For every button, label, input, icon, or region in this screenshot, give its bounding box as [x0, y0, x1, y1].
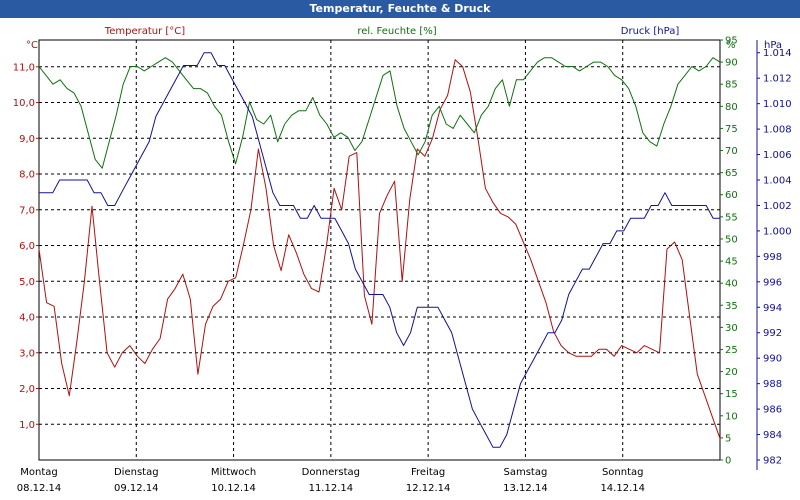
pressure-unit-label: hPa	[764, 40, 782, 51]
humidity-tick-label: 65	[725, 168, 738, 179]
temperature-axis: 1,0 2,0 3,0 4,0 5,0 6,0 7,0 8,0 9,0 10,0 11,0	[13, 62, 39, 431]
humidity-tick-label: 90	[725, 58, 738, 69]
humidity-tick-label: 45	[725, 257, 738, 268]
pressure-tick-label: 984	[763, 430, 782, 441]
humidity-tick-label: 60	[725, 190, 738, 201]
pressure-tick-label: 990	[763, 354, 782, 365]
humidity-tick-label: 10	[725, 411, 738, 422]
x-day-label: Dienstag	[114, 467, 159, 478]
x-date-label: 12.12.14	[406, 483, 451, 494]
pressure-tick-label: 982	[763, 456, 782, 467]
x-date-label: 09.12.14	[114, 483, 159, 494]
pressure-tick-label: 1.004	[763, 176, 792, 187]
legend-pressure: Druck [hPa]	[621, 26, 680, 37]
temperature-tick-label: 10,0	[13, 98, 35, 109]
x-date-label: 13.12.14	[503, 483, 548, 494]
temperature-tick-label: 2,0	[19, 384, 35, 395]
temperature-tick-label: 11,0	[13, 62, 35, 73]
humidity-tick-label: 55	[725, 212, 738, 223]
weather-chart: 1,0 2,0 3,0 4,0 5,0 6,0 7,0 8,0 9,0 10,0 11,0 0 5 10…	[13, 26, 792, 494]
pressure-tick-label: 998	[763, 252, 782, 263]
pressure-tick-label: 1.006	[763, 150, 792, 161]
x-date-label: 14.12.14	[600, 483, 645, 494]
pressure-tick-label: 988	[763, 379, 782, 390]
temperature-tick-label: 3,0	[19, 348, 35, 359]
x-day-label: Montag	[20, 467, 57, 478]
legend-temperature: Temperatur [°C]	[104, 26, 185, 37]
x-day-label: Freitag	[411, 467, 445, 478]
x-date-label: 10.12.14	[211, 483, 256, 494]
humidity-axis: 0 5 10 15 20 25 30 35 40 45 50 55 60 65 70 75 80 85 90 95	[720, 36, 738, 467]
temperature-tick-label: 5,0	[19, 277, 35, 288]
humidity-tick-label: 85	[725, 80, 738, 91]
x-date-label: 11.12.14	[309, 483, 354, 494]
window-title: Temperatur, Feuchte & Druck	[0, 0, 800, 18]
legend-humidity: rel. Feuchte [%]	[357, 26, 436, 37]
humidity-tick-label: 20	[725, 367, 738, 378]
x-day-label: Samstag	[504, 467, 548, 478]
x-date-label: 08.12.14	[17, 483, 62, 494]
temperature-tick-label: 1,0	[19, 420, 35, 431]
temperature-tick-label: 9,0	[19, 134, 35, 145]
x-day-label: Donnerstag	[302, 467, 360, 478]
temperature-line	[38, 59, 721, 439]
humidity-tick-label: 0	[725, 456, 731, 467]
humidity-tick-label: 35	[725, 301, 738, 312]
x-axis-labels: Montag 08.12.14 Dienstag 09.12.14 Mittwoch 10…	[17, 467, 645, 494]
humidity-tick-label: 30	[725, 323, 738, 334]
humidity-tick-label: 95	[725, 36, 738, 47]
temperature-unit-label: °C	[26, 40, 38, 51]
humidity-line	[38, 57, 721, 169]
temperature-tick-label: 8,0	[19, 170, 35, 181]
pressure-tick-label: 994	[763, 303, 782, 314]
temperature-tick-label: 4,0	[19, 313, 35, 324]
pressure-tick-label: 1.000	[763, 226, 792, 237]
pressure-tick-label: 992	[763, 328, 782, 339]
pressure-tick-label: 986	[763, 405, 782, 416]
pressure-axis: 982 984 986 988 990 992 994 996 998 1.000 1.002 1.0…	[756, 40, 792, 470]
temperature-tick-label: 7,0	[19, 205, 35, 216]
humidity-tick-label: 15	[725, 389, 738, 400]
humidity-tick-label: 80	[725, 102, 738, 113]
pressure-tick-label: 1.010	[763, 99, 792, 110]
series-lines	[38, 52, 721, 448]
temperature-tick-label: 6,0	[19, 241, 35, 252]
x-day-label: Mittwoch	[211, 467, 256, 478]
pressure-tick-label: 996	[763, 277, 782, 288]
humidity-tick-label: 40	[725, 279, 738, 290]
grid-lines	[39, 40, 720, 460]
humidity-tick-label: 50	[725, 234, 738, 245]
pressure-tick-label: 1.002	[763, 201, 792, 212]
humidity-tick-label: 70	[725, 146, 738, 157]
humidity-tick-label: 25	[725, 345, 738, 356]
pressure-line	[39, 52, 720, 448]
humidity-tick-label: 5	[725, 433, 731, 444]
x-day-label: Sonntag	[602, 467, 644, 478]
pressure-tick-label: 1.014	[763, 48, 792, 59]
pressure-tick-label: 1.012	[763, 74, 792, 85]
humidity-unit-label: %	[726, 40, 736, 51]
humidity-tick-label: 75	[725, 124, 738, 135]
pressure-tick-label: 1.008	[763, 125, 792, 136]
